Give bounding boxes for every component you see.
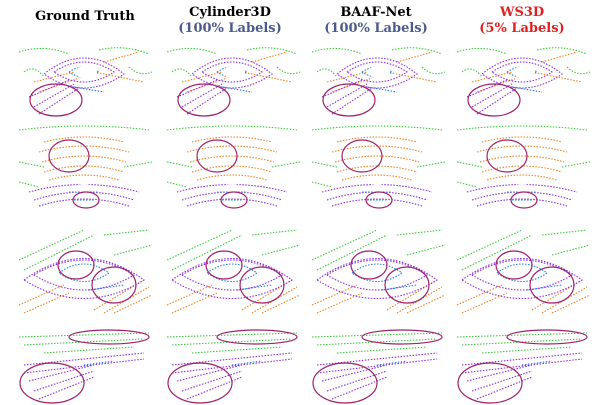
column-subtitle: (100% Labels) bbox=[178, 21, 282, 36]
point-cloud bbox=[457, 126, 590, 208]
point-cloud bbox=[19, 48, 152, 116]
point-cloud bbox=[312, 48, 445, 116]
point-cloud bbox=[457, 230, 590, 313]
point-cloud bbox=[19, 330, 149, 403]
column-title: BAAF-Net bbox=[340, 5, 411, 20]
point-cloud bbox=[457, 48, 590, 116]
point-cloud bbox=[19, 230, 152, 313]
point-cloud bbox=[312, 230, 445, 313]
point-cloud bbox=[167, 48, 300, 116]
figure: Ground Truth Cylinder3D (100% Labels) BA… bbox=[0, 0, 597, 405]
point-cloud bbox=[312, 330, 442, 403]
column-title: WS3D bbox=[499, 5, 544, 20]
column-title: Ground Truth bbox=[35, 9, 135, 24]
point-cloud bbox=[19, 126, 152, 208]
column-subtitle: (100% Labels) bbox=[324, 21, 428, 36]
point-cloud bbox=[457, 330, 587, 403]
column-subtitle: (5% Labels) bbox=[479, 21, 564, 36]
point-cloud bbox=[167, 330, 297, 403]
column-title: Cylinder3D bbox=[189, 5, 271, 20]
point-cloud-grid bbox=[19, 48, 590, 403]
point-cloud bbox=[167, 126, 300, 208]
point-cloud bbox=[312, 126, 445, 208]
point-cloud bbox=[167, 230, 300, 313]
